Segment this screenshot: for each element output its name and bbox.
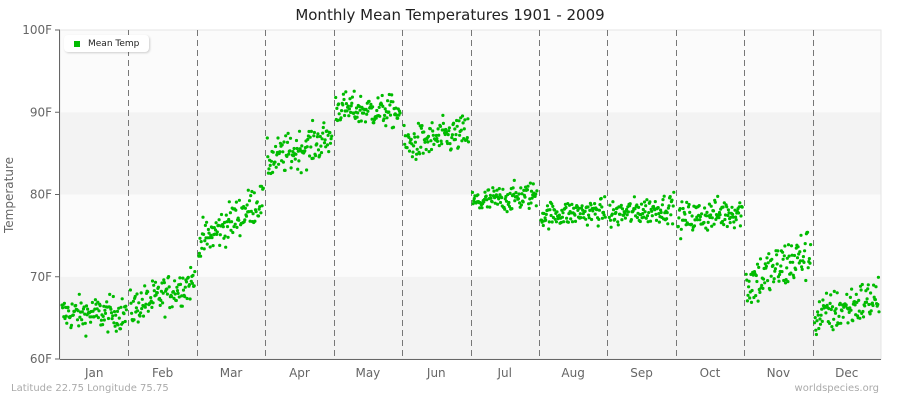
y-axis-label: Temperature [2, 157, 16, 234]
month-dividers [128, 30, 814, 359]
x-tick-label: Apr [289, 366, 310, 380]
x-tick-label: Mar [220, 366, 243, 380]
x-tick-label: Jun [426, 366, 446, 380]
y-axis-ticks: 60F 70F 80F 90F 100F [22, 23, 60, 366]
y-tick-label: 100F [22, 23, 52, 37]
chart-title: Monthly Mean Temperatures 1901 - 2009 [295, 6, 605, 24]
x-tick-label: Jan [84, 366, 104, 380]
legend-swatch-icon [74, 40, 80, 47]
x-tick-label: Dec [835, 366, 858, 380]
legend: Mean Temp [64, 35, 150, 52]
legend-label: Mean Temp [88, 38, 140, 49]
y-tick-label: 90F [30, 105, 52, 119]
y-tick-label: 60F [30, 352, 52, 366]
x-tick-label: Nov [767, 366, 790, 380]
x-tick-label: Sep [630, 366, 653, 380]
y-tick-label: 80F [30, 188, 52, 202]
source-footer: worldspecies.org [794, 383, 879, 394]
data-points [60, 89, 881, 338]
background-bands [59, 29, 882, 360]
coordinates-footer: Latitude 22.75 Longitude 75.75 [11, 383, 169, 394]
y-tick-label: 70F [30, 270, 52, 284]
x-tick-label: May [355, 366, 380, 380]
x-axis-labels: Jan Feb Mar Apr May Jun Jul Aug Sep Oct Nov Dec [84, 366, 858, 380]
x-tick-label: Jul [496, 366, 511, 380]
x-tick-label: Oct [700, 366, 721, 380]
x-tick-label: Aug [561, 366, 584, 380]
x-tick-label: Feb [152, 366, 173, 380]
